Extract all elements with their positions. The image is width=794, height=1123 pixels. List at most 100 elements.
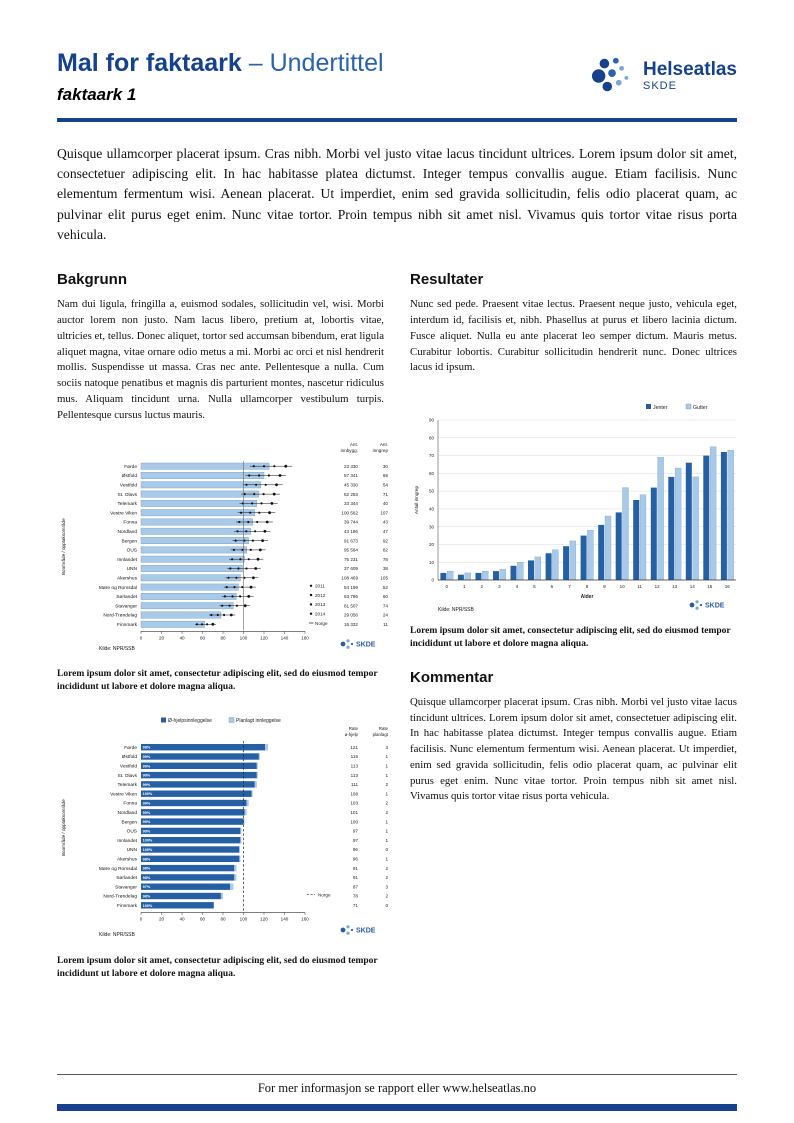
svg-text:OUS: OUS: [127, 548, 137, 554]
header-rule: [57, 117, 737, 122]
svg-text:Akershus: Akershus: [117, 576, 138, 582]
header: Mal for faktaark – Undertittel faktaark …: [57, 49, 737, 105]
svg-text:63 786: 63 786: [344, 595, 358, 600]
svg-text:103: 103: [350, 801, 358, 806]
svg-text:St. Olavs: St. Olavs: [118, 773, 138, 779]
svg-text:0: 0: [140, 916, 143, 921]
svg-text:97: 97: [353, 838, 359, 843]
svg-text:40: 40: [179, 636, 185, 641]
svg-text:95 564: 95 564: [344, 548, 358, 553]
svg-text:70: 70: [429, 453, 435, 458]
title-subpart: – Undertittel: [248, 49, 384, 77]
title-main: Mal for faktaark: [57, 49, 242, 77]
svg-text:10: 10: [429, 560, 435, 565]
svg-text:96: 96: [353, 857, 359, 862]
svg-text:11: 11: [637, 584, 642, 589]
chart-age-distribution: Jenter Gutter 0 10 20 30 40 50 60 70 80 90 0 1 2 3 4 5 6 7 8…: [410, 402, 737, 621]
svg-text:52: 52: [383, 585, 389, 590]
svg-text:100: 100: [240, 916, 248, 921]
svg-text:20: 20: [159, 916, 165, 921]
section-heading-bakgrunn: Bakgrunn: [57, 271, 128, 289]
title-block: Mal for faktaark – Undertittel faktaark …: [57, 49, 384, 105]
svg-text:80: 80: [220, 636, 226, 641]
svg-text:2011: 2011: [315, 584, 325, 589]
section-heading-resultater: Resultater: [410, 271, 484, 289]
svg-text:75 231: 75 231: [344, 557, 358, 562]
svg-text:12: 12: [655, 584, 661, 589]
svg-text:16: 16: [725, 584, 731, 589]
svg-text:14: 14: [690, 584, 696, 589]
svg-text:SKDE: SKDE: [356, 642, 376, 649]
svg-text:98%: 98%: [143, 867, 151, 871]
svg-text:113: 113: [351, 764, 359, 769]
svg-text:98%: 98%: [143, 857, 151, 861]
svg-text:99%: 99%: [143, 811, 151, 815]
two-column-layout: Bakgrunn Nam dui ligula, fringilla a, eu…: [57, 271, 737, 980]
svg-text:87: 87: [353, 884, 359, 889]
svg-text:Telemark: Telemark: [118, 502, 138, 508]
svg-text:SKDE: SKDE: [705, 603, 725, 610]
svg-text:24: 24: [383, 613, 389, 618]
svg-text:Norge: Norge: [318, 893, 331, 898]
logo-name: Helseatlas: [642, 59, 737, 81]
svg-text:100: 100: [350, 819, 358, 824]
svg-text:38: 38: [383, 567, 389, 572]
svg-text:SKDE: SKDE: [356, 928, 376, 935]
right-column: Resultater Nunc sed pede. Praesent vitae…: [410, 271, 737, 980]
svg-text:4: 4: [516, 584, 519, 589]
svg-text:100%: 100%: [143, 904, 153, 908]
footer-divider: [57, 1074, 737, 1075]
svg-text:90: 90: [429, 418, 435, 423]
svg-text:1: 1: [385, 773, 388, 778]
svg-text:Finnmark: Finnmark: [117, 903, 138, 909]
svg-text:Vestfold: Vestfold: [120, 483, 137, 489]
svg-text:74: 74: [383, 604, 389, 609]
svg-text:2: 2: [385, 894, 388, 899]
svg-text:1: 1: [463, 584, 466, 589]
svg-text:30: 30: [429, 525, 435, 530]
svg-text:98%: 98%: [143, 895, 151, 899]
svg-text:30: 30: [383, 464, 389, 469]
page-title: Mal for faktaark – Undertittel: [57, 49, 384, 78]
svg-text:113: 113: [351, 773, 359, 778]
svg-text:2: 2: [481, 584, 484, 589]
svg-text:Kilde: NPR/SSB: Kilde: NPR/SSB: [99, 932, 136, 938]
svg-text:78: 78: [383, 557, 389, 562]
svg-text:Ø-hjelpsinnleggelse: Ø-hjelpsinnleggelse: [168, 718, 212, 724]
svg-text:99%: 99%: [143, 820, 151, 824]
svg-text:0: 0: [140, 636, 143, 641]
svg-text:Antall inngrep: Antall inngrep: [414, 486, 419, 515]
svg-text:60: 60: [200, 636, 206, 641]
svg-text:140: 140: [281, 916, 289, 921]
svg-text:Fonna: Fonna: [123, 801, 137, 807]
svg-text:91: 91: [353, 866, 359, 871]
svg-text:Fonna: Fonna: [123, 520, 137, 526]
intro-paragraph: Quisque ullamcorper placerat ipsum. Cras…: [57, 145, 737, 243]
svg-text:81 507: 81 507: [344, 604, 358, 609]
svg-text:1: 1: [385, 791, 388, 796]
svg-text:0: 0: [385, 903, 388, 908]
svg-text:Boområde / opptaksområde: Boområde / opptaksområde: [60, 518, 66, 575]
svg-text:0: 0: [446, 584, 449, 589]
svg-text:Gutter: Gutter: [693, 405, 708, 411]
svg-text:Finnmark: Finnmark: [117, 622, 138, 628]
svg-text:33 344: 33 344: [344, 502, 358, 507]
section-heading-kommentar: Kommentar: [410, 668, 494, 686]
svg-text:43 186: 43 186: [344, 529, 358, 534]
bakgrunn-body: Nam dui ligula, fringilla a, euismod sod…: [57, 298, 384, 421]
svg-text:Stavanger: Stavanger: [115, 884, 137, 890]
svg-text:60: 60: [429, 471, 435, 476]
svg-text:0: 0: [431, 578, 434, 583]
resultater-body: Nunc sed pede. Praesent vitae lectus. Pr…: [410, 298, 737, 374]
svg-text:100: 100: [240, 636, 248, 641]
svg-text:98%: 98%: [143, 746, 151, 750]
chart2-svg: Ø-hjelpsinnleggelse Planlagt innleggelse R…: [60, 717, 389, 938]
footer: For mer informasjon se rapport eller www…: [57, 1074, 737, 1111]
helseatlas-dots-icon: [591, 57, 629, 92]
svg-text:100%: 100%: [143, 839, 153, 843]
page-subtitle: faktaark 1: [57, 84, 137, 104]
svg-text:Nordland: Nordland: [118, 810, 138, 816]
svg-text:111: 111: [351, 782, 358, 787]
left-column: Bakgrunn Nam dui ligula, fringilla a, eu…: [57, 271, 389, 980]
svg-text:91: 91: [353, 875, 359, 880]
